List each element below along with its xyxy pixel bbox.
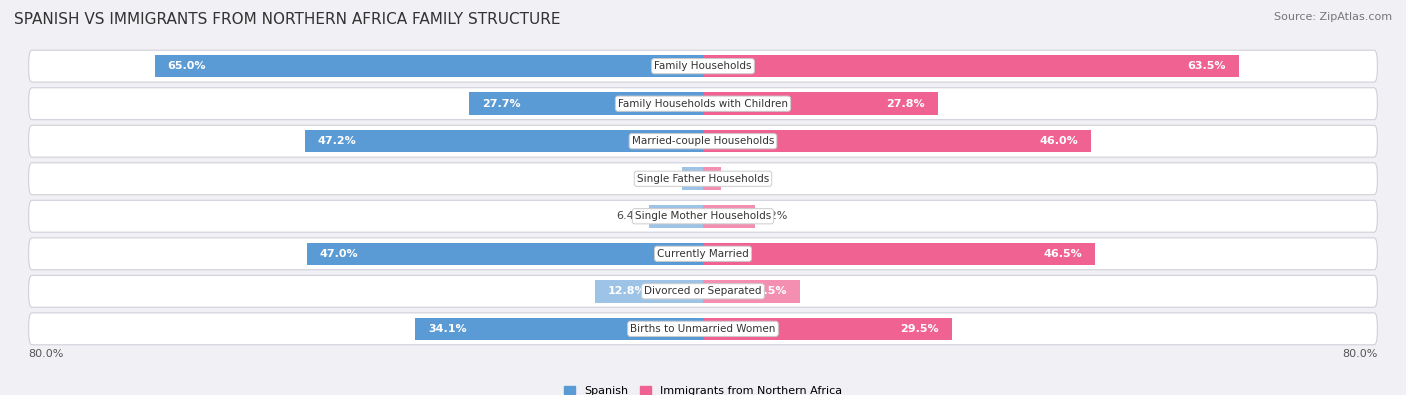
Text: 29.5%: 29.5% — [901, 324, 939, 334]
Bar — [650, 205, 703, 228]
FancyBboxPatch shape — [28, 313, 1378, 345]
Text: 63.5%: 63.5% — [1188, 61, 1226, 71]
Text: Single Mother Households: Single Mother Households — [636, 211, 770, 221]
Text: SPANISH VS IMMIGRANTS FROM NORTHERN AFRICA FAMILY STRUCTURE: SPANISH VS IMMIGRANTS FROM NORTHERN AFRI… — [14, 12, 561, 27]
Bar — [305, 130, 703, 152]
Text: Births to Unmarried Women: Births to Unmarried Women — [630, 324, 776, 334]
Bar — [307, 243, 703, 265]
Bar — [703, 318, 952, 340]
Text: 2.5%: 2.5% — [650, 174, 678, 184]
Text: 27.7%: 27.7% — [482, 99, 520, 109]
Text: 65.0%: 65.0% — [167, 61, 205, 71]
Bar — [595, 280, 703, 303]
Text: Divorced or Separated: Divorced or Separated — [644, 286, 762, 296]
Bar — [703, 280, 800, 303]
Text: 12.8%: 12.8% — [607, 286, 647, 296]
Text: 34.1%: 34.1% — [427, 324, 467, 334]
Bar — [155, 55, 703, 77]
FancyBboxPatch shape — [28, 125, 1378, 157]
FancyBboxPatch shape — [28, 238, 1378, 270]
Text: Family Households: Family Households — [654, 61, 752, 71]
Bar — [470, 92, 703, 115]
Text: 47.2%: 47.2% — [318, 136, 356, 146]
Text: 46.5%: 46.5% — [1043, 249, 1083, 259]
Text: Family Households with Children: Family Households with Children — [619, 99, 787, 109]
Text: Source: ZipAtlas.com: Source: ZipAtlas.com — [1274, 12, 1392, 22]
Bar — [703, 55, 1239, 77]
Legend: Spanish, Immigrants from Northern Africa: Spanish, Immigrants from Northern Africa — [564, 386, 842, 395]
Text: 2.1%: 2.1% — [725, 174, 754, 184]
FancyBboxPatch shape — [28, 200, 1378, 232]
Bar — [703, 167, 721, 190]
Bar — [703, 130, 1091, 152]
FancyBboxPatch shape — [28, 50, 1378, 82]
Text: 27.8%: 27.8% — [886, 99, 925, 109]
Text: 6.4%: 6.4% — [616, 211, 645, 221]
Text: 80.0%: 80.0% — [1341, 350, 1378, 359]
Text: 47.0%: 47.0% — [319, 249, 357, 259]
Text: 80.0%: 80.0% — [28, 350, 65, 359]
Text: Married-couple Households: Married-couple Households — [631, 136, 775, 146]
FancyBboxPatch shape — [28, 275, 1378, 307]
Bar — [703, 92, 938, 115]
Bar — [703, 243, 1095, 265]
Text: 46.0%: 46.0% — [1039, 136, 1078, 146]
Text: Currently Married: Currently Married — [657, 249, 749, 259]
FancyBboxPatch shape — [28, 88, 1378, 120]
Bar — [703, 205, 755, 228]
Bar — [682, 167, 703, 190]
Text: Single Father Households: Single Father Households — [637, 174, 769, 184]
Text: 11.5%: 11.5% — [749, 286, 787, 296]
Bar — [415, 318, 703, 340]
Text: 6.2%: 6.2% — [759, 211, 787, 221]
FancyBboxPatch shape — [28, 163, 1378, 195]
